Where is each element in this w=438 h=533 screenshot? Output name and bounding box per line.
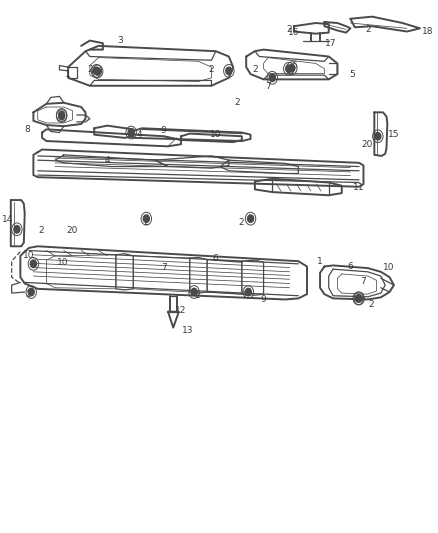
- Text: 20: 20: [361, 140, 373, 149]
- Text: 9: 9: [261, 295, 266, 304]
- Text: 14: 14: [2, 215, 13, 224]
- Text: 2: 2: [25, 289, 31, 298]
- Text: 8: 8: [24, 125, 30, 134]
- Circle shape: [226, 67, 232, 75]
- Circle shape: [269, 74, 276, 82]
- Text: 2: 2: [365, 26, 371, 35]
- Circle shape: [247, 215, 254, 222]
- Text: 2: 2: [144, 219, 149, 228]
- Circle shape: [95, 68, 101, 75]
- Circle shape: [30, 260, 36, 268]
- Circle shape: [93, 67, 99, 75]
- Circle shape: [128, 129, 134, 136]
- Text: 10: 10: [23, 252, 35, 260]
- Text: 6: 6: [348, 262, 353, 271]
- Text: 13: 13: [182, 326, 193, 335]
- Text: 1: 1: [65, 70, 71, 78]
- Text: 16: 16: [288, 28, 300, 37]
- Text: 2: 2: [368, 300, 374, 309]
- Circle shape: [28, 288, 34, 296]
- Text: 5: 5: [350, 70, 356, 78]
- Circle shape: [143, 215, 149, 222]
- Text: 2: 2: [87, 66, 93, 74]
- Text: 10: 10: [210, 130, 222, 139]
- Circle shape: [289, 64, 295, 72]
- Circle shape: [59, 111, 65, 119]
- Text: 7: 7: [265, 82, 271, 91]
- Circle shape: [286, 65, 292, 72]
- Text: 20: 20: [67, 226, 78, 235]
- Circle shape: [355, 295, 361, 302]
- Circle shape: [356, 295, 362, 302]
- Text: 7: 7: [162, 263, 167, 272]
- Text: 2: 2: [287, 26, 293, 35]
- Text: 2: 2: [235, 98, 240, 107]
- Circle shape: [191, 288, 197, 296]
- Text: 9: 9: [160, 126, 166, 135]
- Text: 6: 6: [212, 254, 218, 263]
- Text: 15: 15: [388, 130, 399, 139]
- Text: 2: 2: [252, 66, 258, 74]
- Text: 2: 2: [238, 219, 244, 228]
- Text: 7: 7: [360, 277, 365, 286]
- Text: 17: 17: [325, 39, 337, 48]
- Text: 2: 2: [39, 226, 44, 235]
- Text: 3: 3: [117, 36, 123, 45]
- Text: 10: 10: [57, 258, 69, 266]
- Text: 12: 12: [175, 305, 187, 314]
- Text: 10: 10: [383, 263, 394, 272]
- Circle shape: [59, 112, 65, 120]
- Text: 2: 2: [195, 291, 200, 300]
- Text: 4: 4: [104, 156, 110, 165]
- Text: 4: 4: [137, 130, 143, 139]
- Circle shape: [375, 133, 381, 140]
- Text: 2: 2: [208, 66, 214, 74]
- Circle shape: [245, 288, 251, 296]
- Text: 2: 2: [243, 291, 248, 300]
- Text: 1: 1: [317, 257, 323, 265]
- Text: 11: 11: [353, 183, 365, 192]
- Circle shape: [14, 225, 20, 233]
- Text: 6: 6: [291, 61, 297, 70]
- Text: 18: 18: [422, 27, 434, 36]
